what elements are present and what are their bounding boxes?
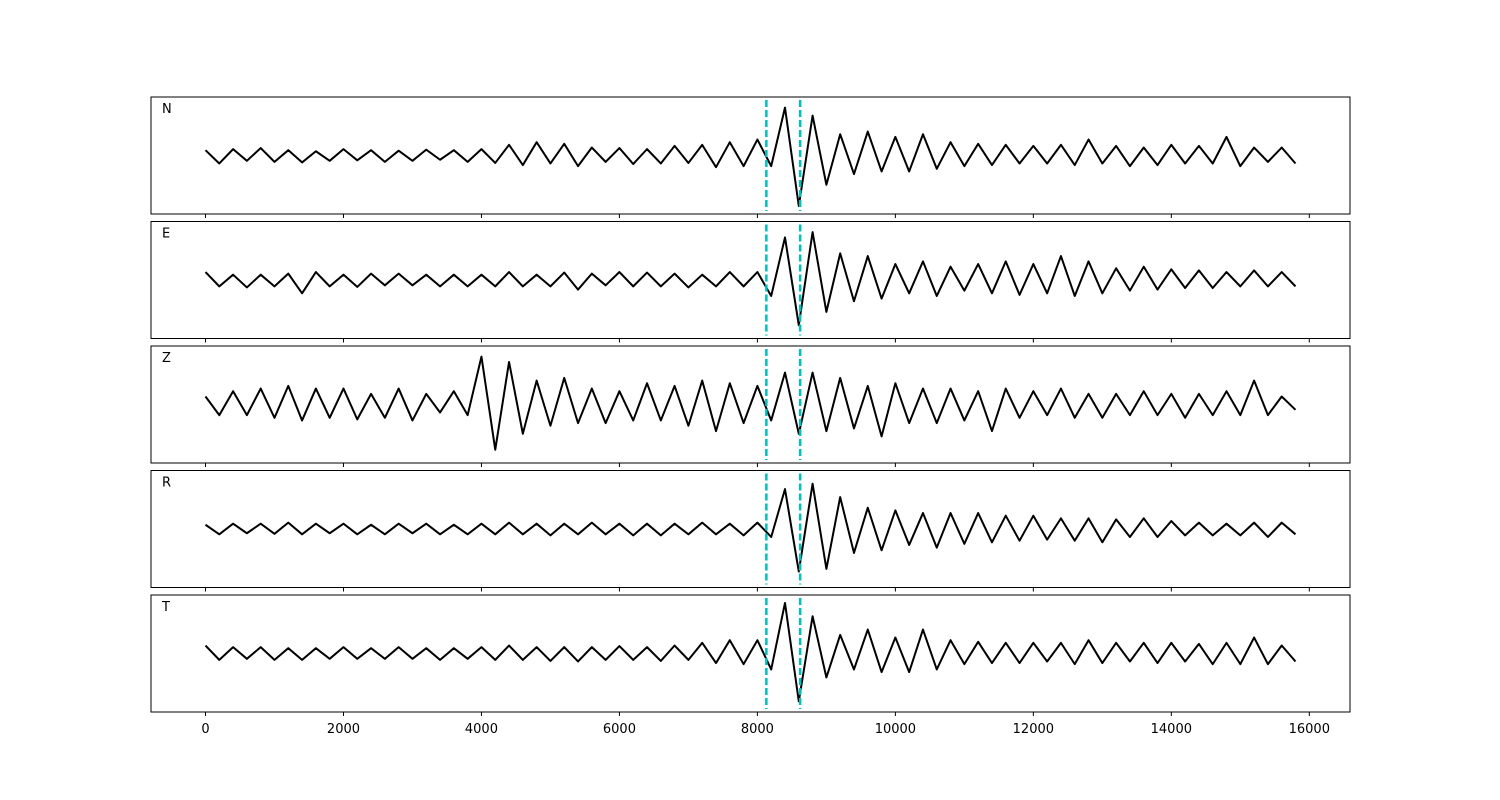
x-tick-label: 14000 xyxy=(1151,722,1192,737)
panel-label: R xyxy=(162,476,171,491)
x-tick-label: 16000 xyxy=(1289,722,1330,737)
x-tick-label: 8000 xyxy=(741,722,774,737)
x-tick-label: 0 xyxy=(201,722,209,737)
trace xyxy=(204,106,1297,208)
panel-label: Z xyxy=(162,351,171,366)
x-tick-label: 6000 xyxy=(603,722,636,737)
x-tick-label: 12000 xyxy=(1013,722,1054,737)
trace xyxy=(204,601,1297,703)
x-tick-label: 2000 xyxy=(327,722,360,737)
trace xyxy=(204,355,1297,451)
panel-label: T xyxy=(161,600,170,615)
panel-frame xyxy=(150,96,1351,215)
trace xyxy=(204,482,1297,573)
panel-label: N xyxy=(162,102,172,117)
trace xyxy=(204,231,1297,327)
x-tick-label: 10000 xyxy=(875,722,916,737)
panel-label: E xyxy=(162,227,170,242)
x-tick-label: 4000 xyxy=(465,722,498,737)
